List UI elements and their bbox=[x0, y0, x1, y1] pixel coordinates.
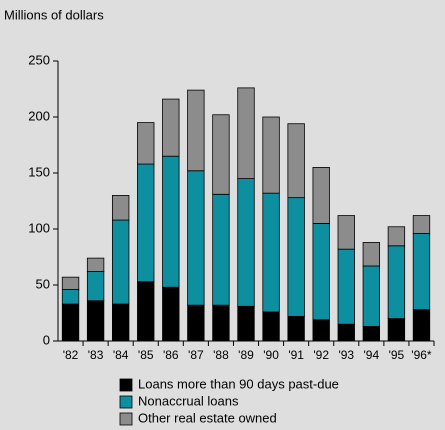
x-tick-label: '84 bbox=[113, 348, 129, 362]
bar-segment bbox=[187, 89, 205, 172]
legend-label: Loans more than 90 days past-due bbox=[138, 376, 339, 391]
bar-segment bbox=[312, 222, 330, 321]
bar-segment bbox=[237, 178, 255, 307]
bar-segment bbox=[212, 114, 230, 195]
bar-segment bbox=[187, 304, 205, 342]
x-tick-label: '93 bbox=[338, 348, 354, 362]
x-tick-label: '83 bbox=[88, 348, 104, 362]
bar-segment bbox=[312, 319, 330, 342]
y-tick-label: 250 bbox=[28, 52, 50, 67]
bar-segment bbox=[61, 276, 80, 290]
bar-segment bbox=[337, 215, 355, 250]
x-tick-label: '95 bbox=[389, 348, 405, 362]
y-tick-label: 0 bbox=[43, 332, 50, 347]
bar-segment bbox=[412, 309, 431, 342]
bar-segment bbox=[362, 326, 381, 342]
bar-segment bbox=[337, 323, 355, 342]
x-tick-label: '96* bbox=[411, 348, 432, 362]
x-tick-label: '92 bbox=[313, 348, 329, 362]
x-tick-label: '89 bbox=[238, 348, 254, 362]
bar-segment bbox=[111, 219, 130, 305]
legend-swatch bbox=[119, 412, 133, 426]
bar-segment bbox=[212, 193, 230, 306]
bar-segment bbox=[262, 116, 280, 194]
bar-segment bbox=[137, 281, 155, 342]
x-tick-label: '90 bbox=[263, 348, 279, 362]
x-tick-label: '86 bbox=[163, 348, 179, 362]
x-tick-label: '82 bbox=[63, 348, 79, 362]
bar-segment bbox=[111, 194, 130, 221]
bar-segment bbox=[86, 300, 105, 342]
legend-label: Other real estate owned bbox=[138, 410, 277, 425]
y-axis-label: Millions of dollars bbox=[4, 7, 104, 22]
bar-segment bbox=[262, 311, 280, 342]
bar-segment bbox=[287, 315, 305, 342]
y-tick-label: 100 bbox=[28, 220, 50, 235]
bar-segment bbox=[362, 242, 381, 267]
bar-segment bbox=[187, 170, 205, 306]
bar-segment bbox=[237, 305, 255, 342]
legend-label: Nonaccrual loans bbox=[138, 393, 239, 408]
bar-segment bbox=[162, 286, 180, 342]
bar-segment bbox=[237, 87, 255, 179]
bar-segment bbox=[162, 155, 180, 288]
x-tick-label: '91 bbox=[288, 348, 304, 362]
bar-segment bbox=[362, 265, 381, 327]
bar-segment bbox=[86, 257, 105, 272]
bar-segment bbox=[86, 271, 105, 302]
legend-swatch bbox=[119, 378, 133, 392]
bar-segment bbox=[387, 318, 406, 342]
bar-segment bbox=[412, 215, 431, 234]
bar-segment bbox=[162, 98, 180, 157]
bar-segment bbox=[412, 233, 431, 311]
y-tick-label: 150 bbox=[28, 164, 50, 179]
bar-segment bbox=[137, 163, 155, 283]
x-tick-label: '87 bbox=[188, 348, 204, 362]
bar-segment bbox=[61, 289, 80, 305]
bar-segment bbox=[212, 304, 230, 342]
x-tick-label: '94 bbox=[364, 348, 380, 362]
bar-segment bbox=[137, 122, 155, 165]
bar-segment bbox=[61, 303, 80, 342]
y-tick-label: 50 bbox=[36, 276, 50, 291]
y-tick-label: 200 bbox=[28, 108, 50, 123]
bar-segment bbox=[387, 226, 406, 247]
bar-segment bbox=[287, 197, 305, 317]
bar-segment bbox=[387, 245, 406, 320]
bar-segment bbox=[337, 248, 355, 325]
bar-segment bbox=[111, 303, 130, 342]
bar-segment bbox=[287, 123, 305, 199]
bar-segment bbox=[312, 166, 330, 224]
legend-swatch bbox=[119, 395, 133, 409]
x-tick-label: '88 bbox=[213, 348, 229, 362]
x-tick-label: '85 bbox=[138, 348, 154, 362]
bar-segment bbox=[262, 192, 280, 313]
